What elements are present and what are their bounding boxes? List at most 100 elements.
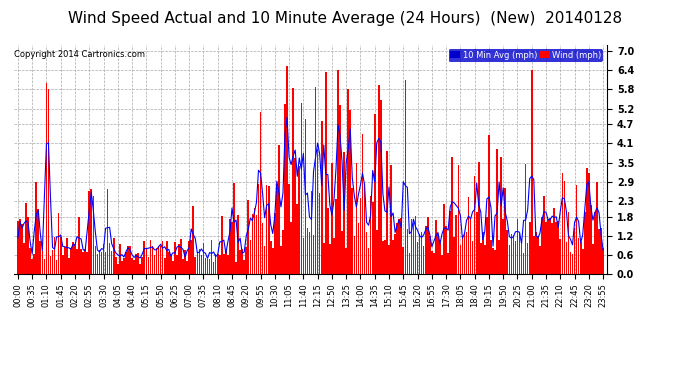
Bar <box>386 151 388 274</box>
Bar <box>496 149 498 274</box>
Bar <box>225 251 227 274</box>
Bar <box>498 240 500 274</box>
Bar <box>598 229 600 274</box>
Bar <box>97 254 98 274</box>
Bar <box>560 239 561 274</box>
Bar <box>264 246 266 274</box>
Bar <box>327 209 328 274</box>
Bar <box>374 114 375 274</box>
Bar <box>154 255 155 274</box>
Bar <box>66 238 68 274</box>
Bar <box>353 236 355 274</box>
Bar <box>21 224 23 274</box>
Bar <box>164 258 166 274</box>
Bar <box>129 246 131 274</box>
Bar <box>259 111 262 274</box>
Bar <box>119 244 121 274</box>
Bar <box>39 241 41 274</box>
Bar <box>107 189 108 274</box>
Bar <box>517 219 518 274</box>
Bar <box>50 256 51 274</box>
Bar <box>141 257 143 274</box>
Bar <box>90 189 92 274</box>
Bar <box>209 258 210 274</box>
Bar <box>223 254 225 274</box>
Bar <box>531 70 533 274</box>
Bar <box>539 246 541 274</box>
Bar <box>331 164 333 274</box>
Bar <box>427 217 428 274</box>
Bar <box>464 233 465 274</box>
Bar <box>244 260 245 274</box>
Bar <box>239 251 241 274</box>
Bar <box>511 234 512 274</box>
Bar <box>564 181 565 274</box>
Bar <box>315 87 317 274</box>
Bar <box>282 230 284 274</box>
Bar <box>308 232 310 274</box>
Bar <box>460 245 461 274</box>
Bar <box>109 243 110 274</box>
Bar <box>349 110 351 274</box>
Bar <box>357 223 359 274</box>
Bar <box>101 252 102 274</box>
Bar <box>84 249 86 274</box>
Bar <box>262 223 264 274</box>
Bar <box>391 165 392 274</box>
Bar <box>280 246 282 274</box>
Bar <box>384 240 386 274</box>
Bar <box>117 264 119 274</box>
Bar <box>17 221 19 274</box>
Bar <box>276 186 277 274</box>
Bar <box>337 70 339 274</box>
Bar <box>541 217 543 274</box>
Bar <box>382 242 384 274</box>
Bar <box>490 240 492 274</box>
Bar <box>178 244 180 274</box>
Bar <box>301 103 302 274</box>
Bar <box>602 248 604 274</box>
Bar <box>199 249 200 274</box>
Bar <box>306 228 308 274</box>
Bar <box>113 238 115 274</box>
Bar <box>137 252 139 274</box>
Bar <box>168 252 170 274</box>
Bar <box>321 121 322 274</box>
Bar <box>235 262 237 274</box>
Bar <box>35 182 37 274</box>
Bar <box>600 228 602 274</box>
Bar <box>584 212 586 274</box>
Bar <box>415 216 416 274</box>
Bar <box>158 246 159 274</box>
Bar <box>494 250 496 274</box>
Bar <box>484 245 486 274</box>
Bar <box>68 258 70 274</box>
Bar <box>342 231 343 274</box>
Bar <box>33 254 35 274</box>
Bar <box>28 216 29 274</box>
Bar <box>388 245 390 274</box>
Bar <box>527 243 529 274</box>
Bar <box>355 163 357 274</box>
Bar <box>41 251 43 274</box>
Bar <box>233 183 235 274</box>
Bar <box>270 240 272 274</box>
Bar <box>266 184 268 274</box>
Bar <box>133 261 135 274</box>
Bar <box>551 223 553 274</box>
Bar <box>488 135 490 274</box>
Bar <box>286 66 288 274</box>
Bar <box>421 232 422 274</box>
Bar <box>125 252 127 274</box>
Bar <box>439 243 441 274</box>
Bar <box>231 222 233 274</box>
Bar <box>72 242 74 274</box>
Bar <box>425 226 426 274</box>
Bar <box>162 241 164 274</box>
Legend: 10 Min Avg (mph), Wind (mph): 10 Min Avg (mph), Wind (mph) <box>448 49 603 62</box>
Bar <box>368 248 369 274</box>
Bar <box>462 237 463 274</box>
Bar <box>241 249 243 274</box>
Bar <box>398 219 400 274</box>
Bar <box>52 249 53 274</box>
